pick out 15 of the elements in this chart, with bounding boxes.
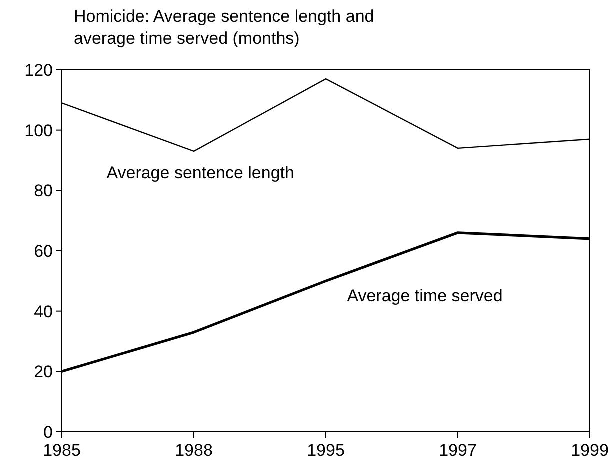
x-tick-label: 1988 xyxy=(175,441,213,460)
chart-title: Homicide: Average sentence length and average time served (months) xyxy=(74,7,374,48)
y-tick-label: 100 xyxy=(24,121,53,140)
y-tick-label: 40 xyxy=(34,302,53,322)
series-label: Average sentence length xyxy=(106,164,294,183)
y-tick-label: 120 xyxy=(24,60,53,80)
x-tick-label: 1999 xyxy=(571,441,608,460)
x-tick-label: 1985 xyxy=(43,441,81,460)
y-tick-label: 20 xyxy=(34,362,53,382)
y-tick-label: 80 xyxy=(34,182,53,201)
series-label: Average time served xyxy=(347,286,503,306)
y-tick-label: 0 xyxy=(44,422,53,442)
y-tick-label: 60 xyxy=(34,242,53,261)
x-tick-label: 1995 xyxy=(307,441,345,460)
x-tick-label: 1997 xyxy=(439,441,477,460)
